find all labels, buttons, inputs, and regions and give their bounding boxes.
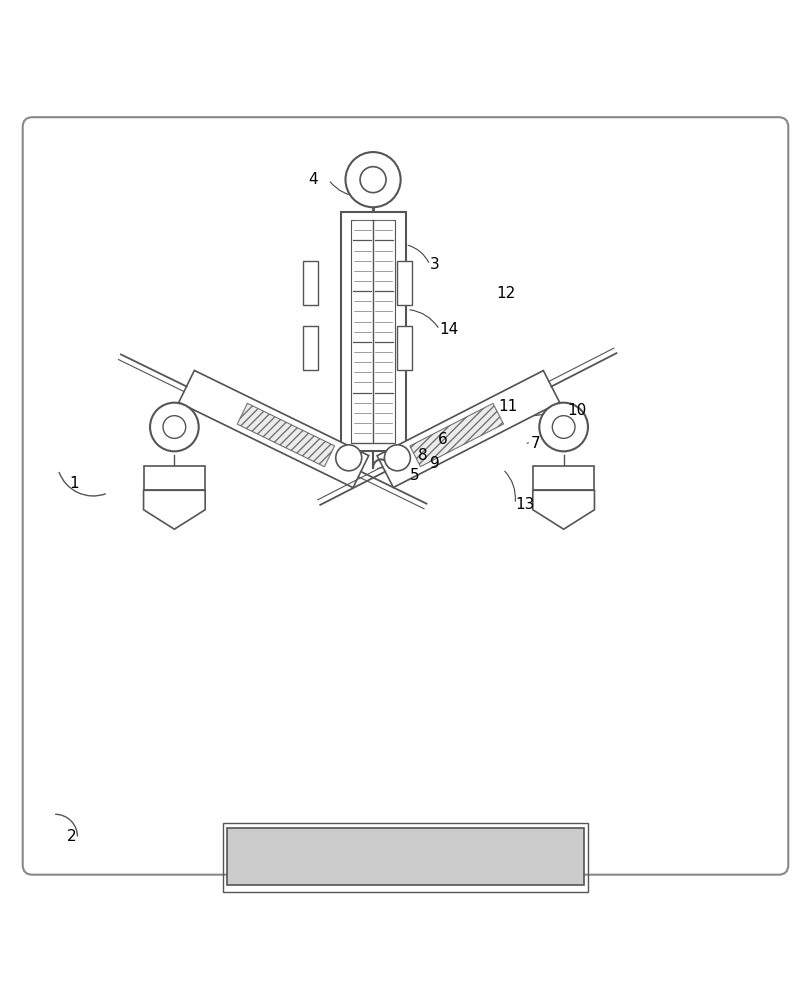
Circle shape [552,416,575,438]
Polygon shape [238,403,335,467]
Bar [303,261,318,305]
Circle shape [345,152,401,207]
Text: 14: 14 [440,322,459,337]
Bar [227,828,584,885]
Bar [351,220,395,443]
Bar [303,326,318,370]
Text: 12: 12 [496,286,516,301]
Polygon shape [377,371,560,487]
Text: 4: 4 [308,172,318,187]
Polygon shape [410,403,504,467]
Text: 1: 1 [69,476,79,491]
Bar [144,466,205,490]
Circle shape [336,445,362,471]
Bar [223,823,588,892]
Bar [397,326,412,370]
Bar [397,261,412,305]
Text: 9: 9 [430,456,440,471]
Bar [341,212,406,451]
Polygon shape [533,490,594,529]
FancyBboxPatch shape [23,117,788,875]
Text: 11: 11 [499,399,518,414]
Circle shape [360,167,386,193]
Text: 6: 6 [438,432,448,447]
Circle shape [150,403,199,451]
Circle shape [163,416,186,438]
Text: 7: 7 [531,436,541,451]
Text: 3: 3 [430,257,440,272]
Bar [533,466,594,490]
Text: 2: 2 [67,829,76,844]
Polygon shape [178,370,369,488]
Circle shape [539,403,588,451]
Text: 5: 5 [410,468,419,483]
Circle shape [384,445,410,471]
Text: 13: 13 [515,497,534,512]
Text: 8: 8 [418,448,427,463]
Polygon shape [144,490,205,529]
Text: 10: 10 [568,403,587,418]
